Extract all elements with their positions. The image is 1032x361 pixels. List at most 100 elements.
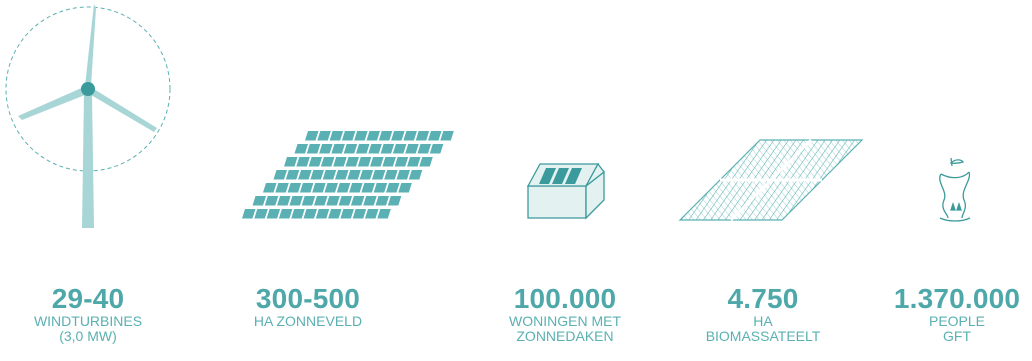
solar-panel [359, 170, 374, 180]
solar-panel [285, 170, 300, 180]
solar-panel [314, 196, 328, 206]
solar-panel [403, 131, 417, 141]
solar-panel [394, 157, 409, 167]
solar-panel [350, 196, 365, 206]
solar-panel [368, 144, 382, 154]
solar-panel [320, 157, 335, 167]
solar-panel [440, 131, 454, 141]
solar-panel [391, 131, 405, 141]
stat-label: HA ZONNEVELD [253, 313, 363, 329]
solar-panel [417, 144, 431, 154]
solar-panel [299, 183, 314, 193]
solar-panel [341, 131, 356, 141]
solar-panel [329, 131, 344, 141]
stat-label: WONINGEN MET [509, 313, 621, 329]
solar-panel [328, 209, 342, 219]
solar-panel [338, 196, 353, 206]
solar-panel [254, 209, 268, 219]
solar-panel [375, 196, 389, 206]
solar-panel [305, 131, 319, 141]
solar-panel [405, 144, 419, 154]
stat-label: PEOPLE [928, 313, 986, 329]
solar-panel [347, 170, 361, 180]
solar-panel [371, 170, 386, 180]
solar-panel [266, 209, 281, 219]
solar-panel [308, 157, 323, 167]
stat-value: 29-40 [51, 283, 125, 314]
solar-panel [319, 144, 333, 154]
solar-panel [419, 157, 433, 167]
stat-windturbines: 29-40 WINDTURBINES (3,0 MW) [0, 284, 178, 344]
solar-panel [354, 131, 368, 141]
stat-label: WINDTURBINES [33, 313, 143, 329]
solar-panel [291, 209, 305, 219]
solar-panel [340, 209, 354, 219]
solar-panel [387, 196, 402, 206]
solar-panel [287, 183, 302, 193]
icon-row [5, 4, 971, 228]
solar-panel [310, 170, 324, 180]
solar-panel [335, 170, 349, 180]
wind-turbine-icon [5, 4, 171, 228]
solar-panel [324, 183, 338, 193]
stat-label: ZONNEDAKEN [516, 328, 614, 344]
solar-panel [264, 196, 279, 206]
solar-panel [365, 209, 379, 219]
solar-panel [263, 183, 277, 193]
solar-panel [398, 183, 412, 193]
solar-panel [242, 209, 256, 219]
solar-panel [312, 183, 326, 193]
solar-panel [331, 144, 345, 154]
solar-panel [363, 196, 377, 206]
solar-panel [366, 131, 380, 141]
biomass-field-icon [678, 138, 864, 222]
solar-panel [296, 157, 310, 167]
solar-panel [380, 144, 395, 154]
solar-panel [349, 183, 363, 193]
solar-panel [289, 196, 303, 206]
stat-biomassateelt: 4.750 HA BIOMASSATEELT [673, 284, 853, 344]
apple-core-icon [939, 157, 971, 222]
solar-panel [298, 170, 312, 180]
stat-value: 100.000 [513, 283, 617, 314]
solar-panel [315, 209, 330, 219]
solar-panel [343, 144, 358, 154]
solar-panel [408, 170, 423, 180]
solar-panel [326, 196, 340, 206]
solar-panel [370, 157, 384, 167]
solar-panel [294, 144, 308, 154]
stat-gft: 1.370.000 PEOPLE GFT [867, 284, 1032, 344]
solar-panel [322, 170, 337, 180]
solar-panel [303, 209, 317, 219]
solar-panel [317, 131, 331, 141]
stat-zonneveld: 300-500 HA ZONNEVELD [218, 284, 398, 329]
solar-panel [345, 157, 359, 167]
solar-panel [377, 209, 391, 219]
solar-panel [278, 209, 293, 219]
solar-panel [357, 157, 372, 167]
solar-panel [429, 144, 444, 154]
stat-zonnedaken: 100.000 WONINGEN MET ZONNEDAKEN [475, 284, 655, 344]
solar-panel [252, 196, 266, 206]
stat-label: BIOMASSATEELT [705, 328, 821, 344]
solar-panel [392, 144, 407, 154]
solar-panel [382, 157, 396, 167]
solar-panel [378, 131, 393, 141]
solar-panel [361, 183, 375, 193]
stat-value: 1.370.000 [893, 283, 1021, 314]
solar-panel [407, 157, 421, 167]
solar-panel [428, 131, 442, 141]
solar-panel [277, 196, 291, 206]
solar-panel [384, 170, 398, 180]
solar-panel [336, 183, 351, 193]
solar-panel [352, 209, 367, 219]
stat-label: HA [753, 313, 773, 329]
solar-panel [284, 157, 298, 167]
stat-value: 4.750 [727, 283, 799, 314]
solar-panel [273, 170, 287, 180]
solar-panel [306, 144, 321, 154]
solar-panel [415, 131, 430, 141]
solar-panel [396, 170, 410, 180]
solar-panel [373, 183, 388, 193]
